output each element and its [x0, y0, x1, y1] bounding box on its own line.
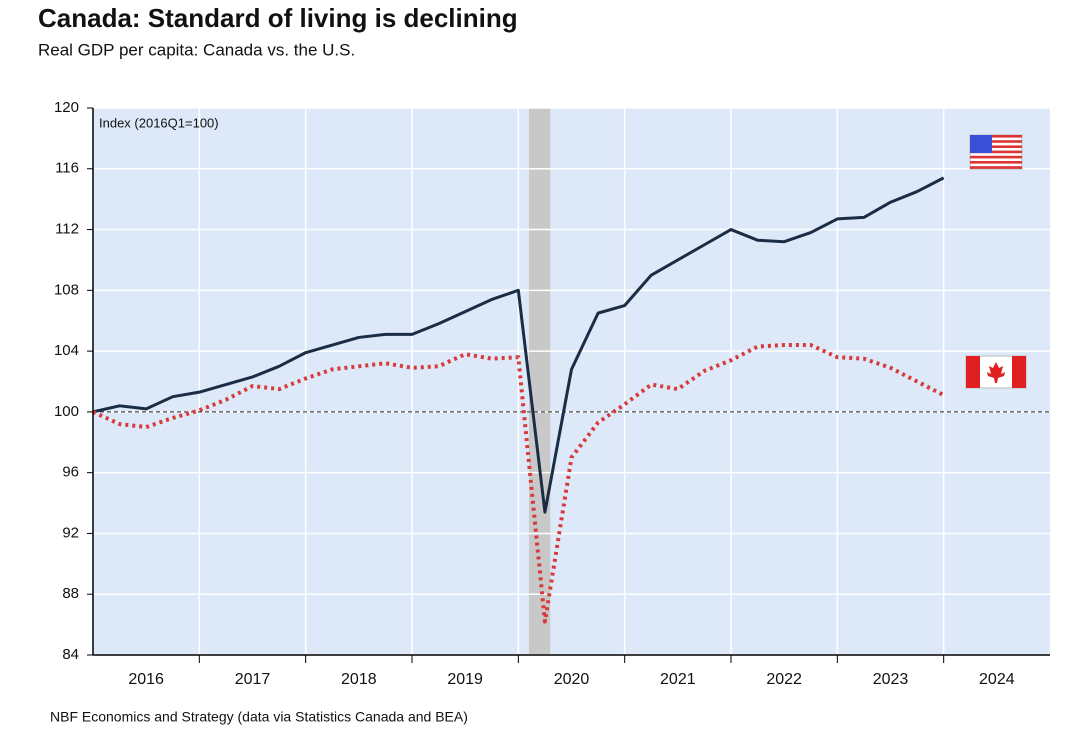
source-note: NBF Economics and Strategy (data via Sta…: [50, 709, 468, 725]
x-tick-label: 2018: [341, 671, 377, 688]
y-tick-label: 116: [55, 160, 79, 177]
x-tick-label: 2016: [128, 671, 164, 688]
y-tick-label: 92: [62, 524, 79, 541]
y-tick-label: 84: [62, 646, 79, 663]
series-line: [92, 176, 945, 514]
y-tick-label: 88: [62, 585, 79, 602]
y-tick-label: 112: [55, 221, 79, 238]
x-tick-label: 2021: [660, 671, 696, 688]
x-tick-label: 2019: [447, 671, 483, 688]
y-tick-label: 108: [54, 281, 79, 298]
chart-title: Canada: Standard of living is declining: [38, 3, 518, 33]
x-tick-label: 2024: [979, 671, 1015, 688]
canada-flag: [965, 355, 1027, 389]
x-tick-label: 2017: [235, 671, 271, 688]
plot-area: [93, 108, 1050, 655]
us-flag: [969, 134, 1023, 170]
y-tick-label: 96: [62, 464, 79, 481]
x-tick-label: 2022: [766, 671, 802, 688]
annotation: Index (2016Q1=100): [99, 115, 219, 130]
recession-band: [528, 108, 551, 655]
y-tick-label: 104: [54, 342, 79, 359]
chart-subtitle: Real GDP per capita: Canada vs. the U.S.: [38, 40, 355, 59]
y-tick-label: 100: [54, 403, 79, 420]
x-tick-label: 2023: [873, 671, 909, 688]
y-tick-label: 120: [54, 99, 79, 116]
x-tick-label: 2020: [554, 671, 590, 688]
series-line: [92, 343, 945, 624]
